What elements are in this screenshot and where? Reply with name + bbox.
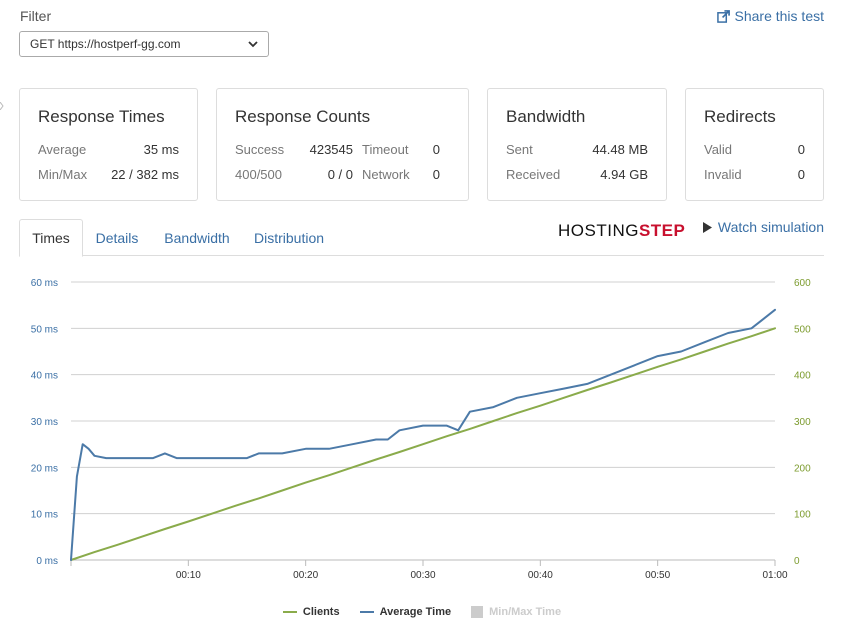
timeout-label: Timeout [362,142,409,157]
legend-minmax-time[interactable]: Min/Max Time [471,606,561,618]
sent-value: 44.48 MB [592,142,648,157]
legend-minmax-swatch [471,606,484,618]
y-left-tick-label: 0 ms [36,556,58,567]
chevron-down-icon [248,41,258,48]
y-right-tick-label: 300 [794,417,811,428]
x-tick-label: 00:50 [645,570,670,581]
response-times-title: Response Times [38,107,165,126]
x-tick-label: 01:00 [762,570,787,581]
y-left-tick-label: 20 ms [31,463,58,474]
chart-tabs: Times Details Bandwidth Distribution [19,219,824,257]
redirects-title: Redirects [704,107,776,126]
legend-minmax-label: Min/Max Time [489,606,562,618]
filter-label: Filter [20,8,52,24]
average-label: Average [38,142,87,157]
hostingstep-logo: HOSTINGSTEP [558,221,686,240]
valid-label: Valid [704,142,732,157]
average-time-series-line [70,308,776,561]
bandwidth-title: Bandwidth [506,107,586,126]
network-value: 0 [432,167,440,182]
response-counts-title: Response Counts [235,107,371,126]
response-times-card: Response Times Average 35 ms Min/Max 22 … [19,88,198,201]
invalid-label: Invalid [704,167,742,182]
minmax-value: 22 / 382 ms [111,167,179,182]
network-label: Network [362,167,410,182]
x-tick-label: 00:40 [528,570,553,581]
chart-legend: Clients Average Time Min/Max Time [0,606,844,618]
invalid-value: 0 [797,167,805,182]
legend-clients[interactable]: Clients [282,606,340,618]
y-left-tick-label: 50 ms [31,324,58,335]
request-filter-select[interactable]: GET https://hostperf-gg.com [19,31,269,57]
y-right-tick-label: 0 [794,556,800,567]
y-right-tick-label: 600 [794,278,811,289]
legend-average-label: Average Time [379,606,452,618]
share-icon [716,9,730,23]
y-left-tick-label: 10 ms [31,510,58,521]
clients-series-line [70,327,776,561]
tab-details[interactable]: Details [95,229,139,246]
watch-simulation-label: Watch simulation [717,219,824,235]
tab-times[interactable]: Times [19,219,83,257]
share-this-test-link[interactable]: Share this test [716,8,825,24]
share-label: Share this test [734,8,825,24]
request-filter-value: GET https://hostperf-gg.com [30,37,181,51]
sidebar-toggle-icon[interactable] [0,102,4,110]
received-label: Received [506,167,561,182]
sent-label: Sent [506,142,533,157]
redirects-card: Redirects Valid 0 Invalid 0 [685,88,824,201]
legend-clients-swatch [282,611,297,613]
success-label: Success [235,142,285,157]
tab-distribution[interactable]: Distribution [253,229,325,246]
y-right-tick-label: 200 [794,463,811,474]
y-right-tick-label: 100 [794,510,811,521]
timeout-value: 0 [432,142,440,157]
y-left-tick-label: 40 ms [31,371,58,382]
x-tick-label: 00:30 [410,570,435,581]
average-value: 35 ms [143,142,179,157]
tab-bandwidth[interactable]: Bandwidth [164,229,230,246]
x-tick-label: 00:20 [293,570,318,581]
response-times-chart: 0 ms 0 10 ms 100 20 ms 200 30 ms 300 40 ms 400 50 … [31,278,811,581]
y-right-tick-label: 500 [794,324,811,335]
y-left-tick-label: 60 ms [31,278,58,289]
error-value: 0 / 0 [327,167,353,182]
legend-clients-label: Clients [302,606,340,618]
x-tick-label: 00:10 [176,570,201,581]
response-counts-card: Response Counts Success 423545 Timeout 0… [216,88,469,201]
success-value: 423545 [309,142,353,157]
legend-average-swatch [359,611,374,613]
y-left-tick-label: 30 ms [31,417,58,428]
play-icon [702,221,712,233]
error-label: 400/500 [235,167,282,182]
y-right-tick-label: 400 [794,371,811,382]
received-value: 4.94 GB [600,167,648,182]
watch-simulation-link[interactable]: Watch simulation [702,219,824,235]
valid-value: 0 [797,142,805,157]
bandwidth-card: Bandwidth Sent 44.48 MB Received 4.94 GB [487,88,667,201]
minmax-label: Min/Max [38,167,88,182]
legend-average-time[interactable]: Average Time [359,606,452,618]
